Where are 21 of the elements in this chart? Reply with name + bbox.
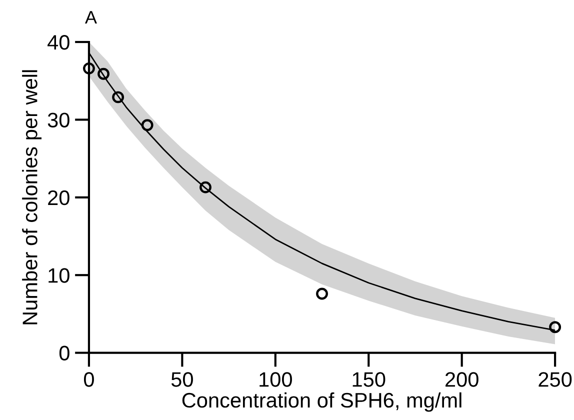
y-tick-label: 30: [48, 112, 70, 128]
x-axis-title: Concentration of SPH6, mg/ml: [182, 392, 462, 412]
x-tick-label: 150: [352, 372, 386, 387]
point: [316, 288, 328, 300]
y-tick-label: 10: [48, 268, 70, 283]
point: [112, 91, 124, 104]
y-tick-label: 20: [48, 190, 70, 206]
point: [549, 321, 562, 334]
x-tick-label: 250: [538, 372, 572, 387]
y-tick-label: 40: [48, 35, 70, 50]
x-tick-label: 200: [446, 372, 478, 387]
x-tick-label: 0: [84, 372, 94, 387]
y-tick-label: 0: [59, 346, 70, 361]
x-tick-label: 50: [171, 372, 193, 387]
y-axis-title: Number of colonies per well: [22, 70, 42, 324]
point: [141, 119, 154, 132]
point: [200, 181, 212, 194]
point: [83, 62, 95, 74]
x-tick-label: 100: [260, 372, 292, 387]
text: A: [84, 11, 97, 24]
point: [98, 68, 110, 80]
